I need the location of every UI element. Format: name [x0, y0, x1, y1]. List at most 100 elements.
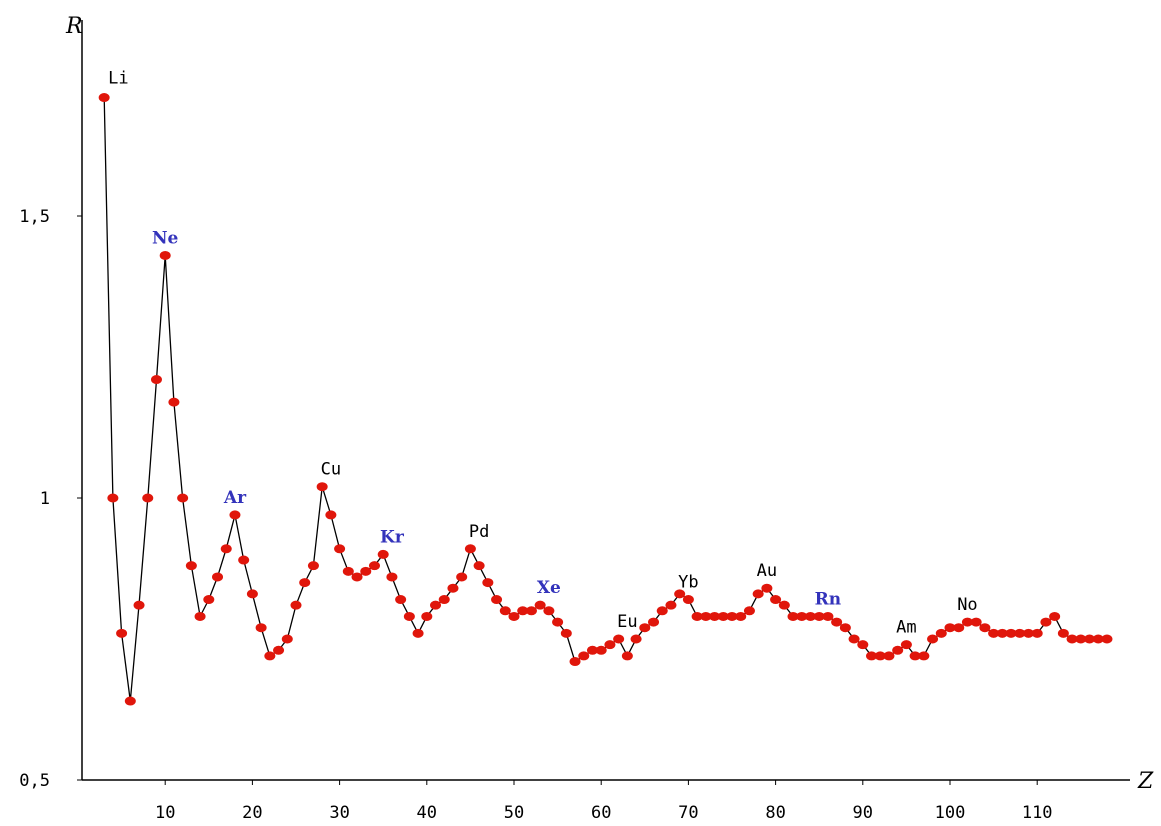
data-point — [674, 589, 686, 599]
element-label-cu: Cu — [321, 460, 341, 480]
series-markers — [98, 93, 1113, 706]
data-point — [909, 651, 921, 661]
data-point — [988, 628, 1000, 638]
data-point — [1031, 628, 1043, 638]
data-point — [325, 510, 337, 520]
data-point — [368, 561, 380, 571]
data-point — [98, 93, 110, 103]
data-point — [543, 606, 555, 616]
data-point — [412, 628, 424, 638]
element-label-pd: Pd — [469, 522, 489, 542]
data-point — [116, 628, 128, 638]
data-point — [866, 651, 878, 661]
data-point — [639, 623, 651, 633]
data-point — [578, 651, 590, 661]
data-point — [334, 544, 346, 554]
y-tick-label: 0,5 — [19, 771, 50, 791]
data-point — [996, 628, 1008, 638]
data-point — [377, 549, 389, 559]
element-label-kr: Kr — [380, 527, 405, 547]
x-tick-label: 30 — [329, 803, 349, 823]
x-tick-label: 40 — [417, 803, 437, 823]
data-point — [351, 572, 363, 582]
data-point — [874, 651, 886, 661]
data-point — [508, 611, 520, 621]
data-point — [883, 651, 895, 661]
x-axis-title: Z — [1137, 769, 1154, 794]
data-point — [944, 623, 956, 633]
element-label-ar: Ar — [223, 488, 247, 508]
data-point — [569, 657, 581, 667]
x-tick-label: 110 — [1022, 803, 1053, 823]
data-point — [473, 561, 485, 571]
data-point — [264, 651, 276, 661]
data-point — [491, 595, 503, 605]
data-point — [743, 606, 755, 616]
data-point — [682, 595, 694, 605]
data-point — [717, 611, 729, 621]
data-point — [1101, 634, 1113, 644]
x-tick-label: 80 — [765, 803, 785, 823]
data-point — [586, 645, 598, 655]
data-point — [447, 583, 459, 593]
x-ticks: 10 20 30 40 50 60 70 80 90 100 110 — [155, 780, 1053, 823]
data-point — [691, 611, 703, 621]
data-point — [464, 544, 476, 554]
data-point — [194, 611, 206, 621]
element-label-no: No — [957, 595, 977, 615]
data-point — [900, 640, 912, 650]
data-point — [918, 651, 930, 661]
x-tick-label: 20 — [242, 803, 262, 823]
x-tick-label: 70 — [678, 803, 698, 823]
data-point — [822, 611, 834, 621]
data-point — [1084, 634, 1096, 644]
data-point — [150, 375, 162, 385]
data-point — [525, 606, 537, 616]
data-point — [1022, 628, 1034, 638]
data-point — [804, 611, 816, 621]
data-point — [752, 589, 764, 599]
data-point — [482, 578, 494, 588]
element-annotations: Li Ne Ar Cu Kr Pd Xe Eu Yb Au Rn Am No — [108, 69, 978, 638]
data-point — [238, 555, 250, 565]
data-point — [342, 566, 354, 576]
data-point — [177, 493, 189, 503]
element-label-ne: Ne — [152, 228, 179, 248]
data-point — [456, 572, 468, 582]
data-point — [316, 482, 328, 492]
data-point — [229, 510, 241, 520]
data-point — [517, 606, 529, 616]
data-point — [935, 628, 947, 638]
x-tick-label: 90 — [853, 803, 873, 823]
data-point — [246, 589, 258, 599]
data-point — [107, 493, 119, 503]
data-point — [1049, 611, 1061, 621]
data-point — [848, 634, 860, 644]
data-point — [761, 583, 773, 593]
data-point — [255, 623, 267, 633]
element-label-xe: Xe — [537, 578, 561, 598]
data-point — [726, 611, 738, 621]
x-tick-label: 50 — [504, 803, 524, 823]
data-point — [630, 634, 642, 644]
data-point — [892, 645, 904, 655]
data-point — [534, 600, 546, 610]
data-point — [839, 623, 851, 633]
data-point — [421, 611, 433, 621]
x-tick-label: 100 — [935, 803, 966, 823]
element-label-rn: Rn — [815, 589, 842, 609]
data-point — [552, 617, 564, 627]
data-point — [648, 617, 660, 627]
data-point — [665, 600, 677, 610]
data-point — [1057, 628, 1069, 638]
data-point — [185, 561, 197, 571]
data-point — [133, 600, 145, 610]
data-point — [212, 572, 224, 582]
data-point — [621, 651, 633, 661]
data-point — [299, 578, 311, 588]
data-point — [595, 645, 607, 655]
data-point — [142, 493, 154, 503]
element-label-yb: Yb — [678, 573, 698, 593]
data-point — [1066, 634, 1078, 644]
